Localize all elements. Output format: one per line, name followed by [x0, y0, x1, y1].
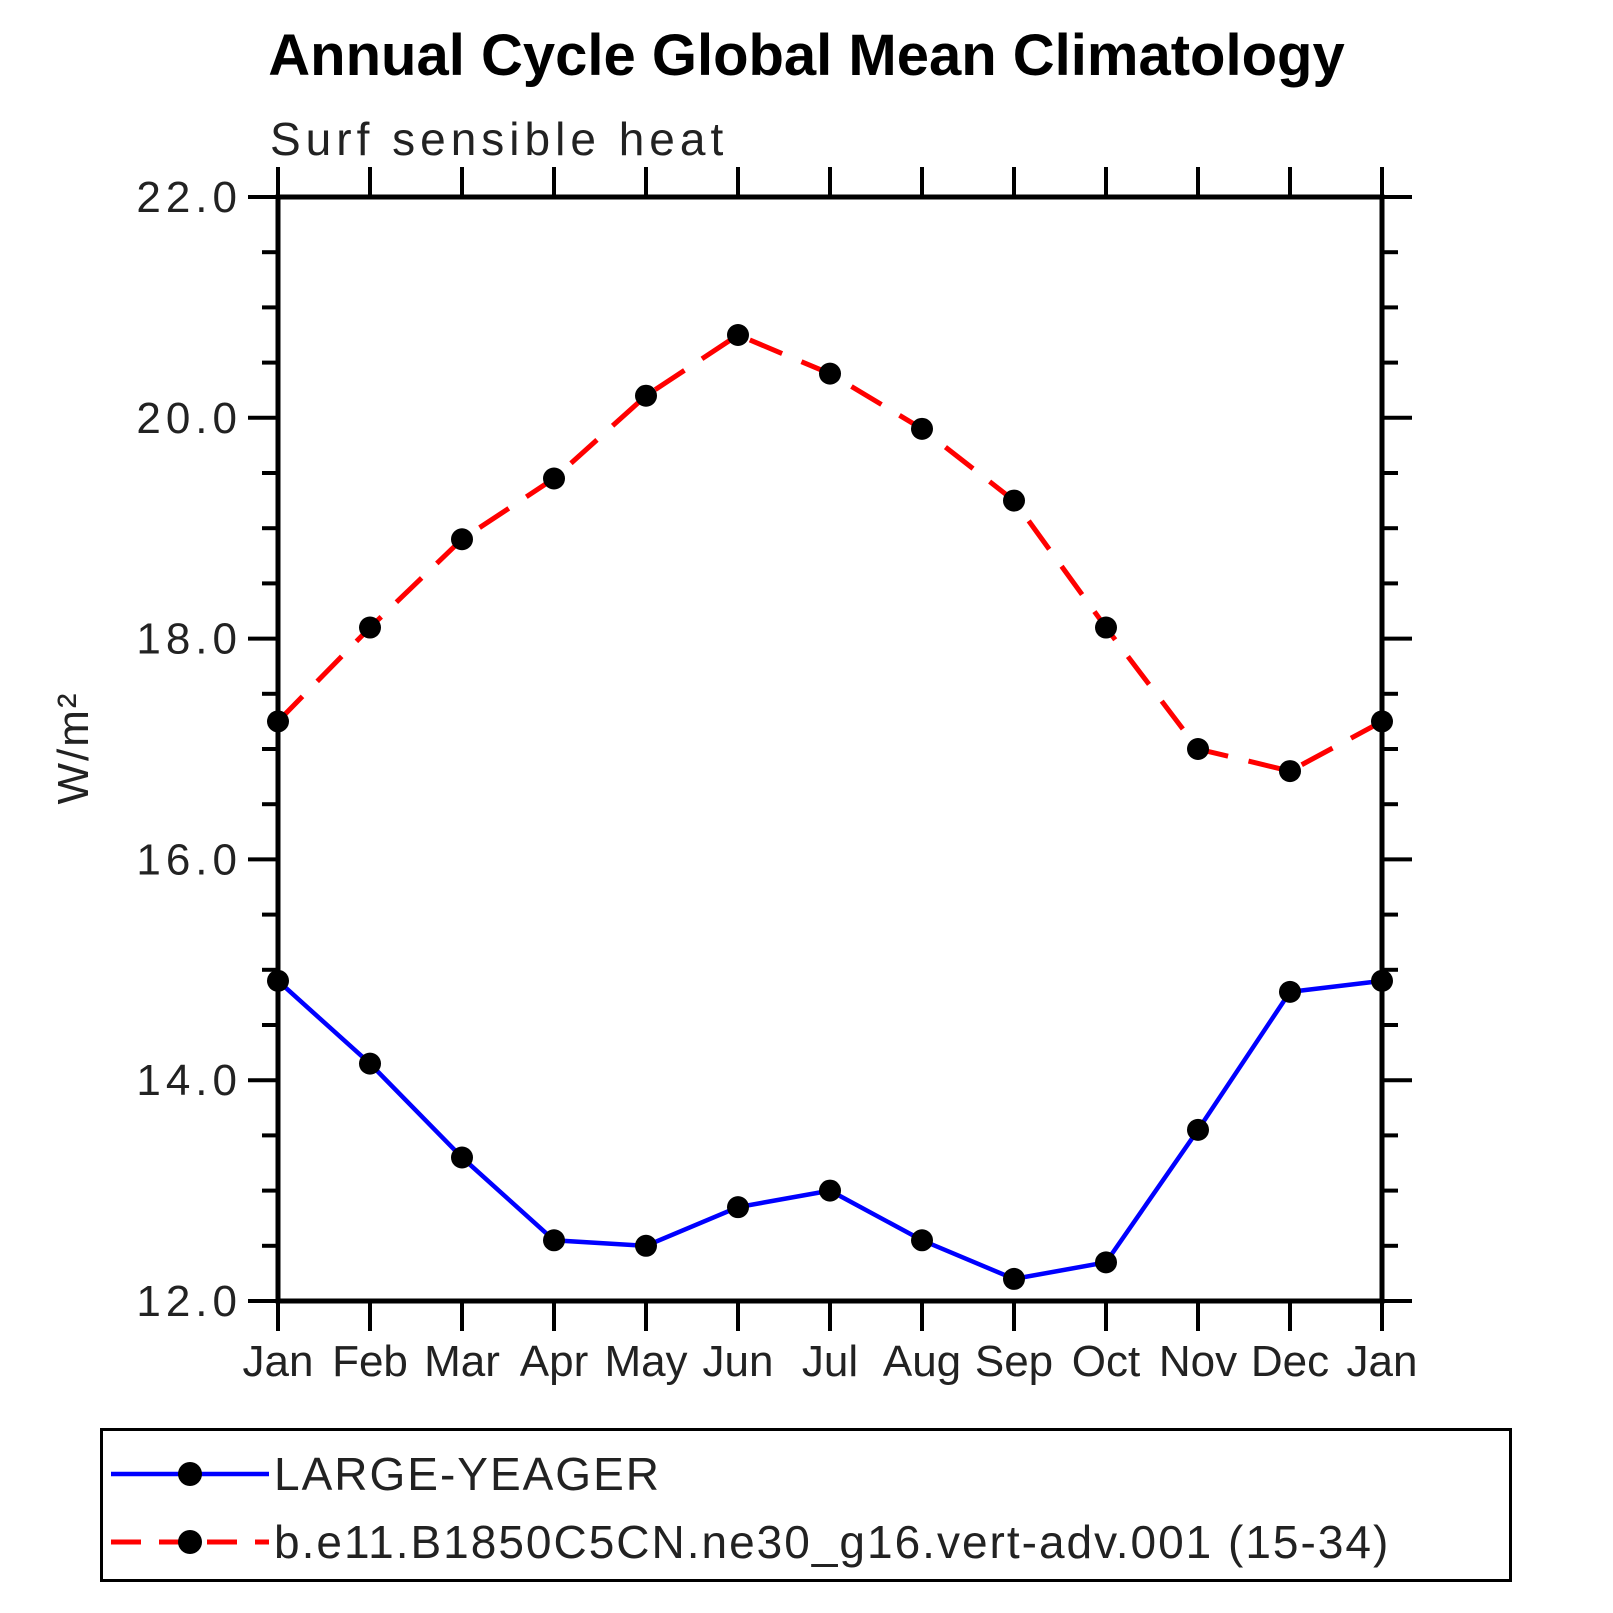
x-axis-tick-label: Jun [703, 1337, 774, 1386]
data-point-marker-large-yeager [359, 1052, 381, 1075]
data-point-marker-b-e11-b1850c5cn-model [1003, 489, 1025, 512]
x-axis-tick-label: Feb [332, 1337, 408, 1386]
legend-label-b-e11-b1850c5cn-model: b.e11.B1850C5CN.ne30_g16.vert-adv.001 (1… [274, 1516, 1391, 1568]
legend-entry-large-yeager: LARGE-YEAGER [109, 1447, 661, 1501]
data-point-marker-large-yeager [635, 1234, 657, 1257]
y-axis-tick-label: 12.0 [136, 1277, 242, 1326]
data-point-marker-large-yeager [267, 969, 289, 992]
x-axis-tick-label: Dec [1251, 1337, 1329, 1386]
data-point-marker-large-yeager [1095, 1251, 1117, 1274]
x-axis-tick-label: Nov [1159, 1337, 1237, 1386]
data-point-marker-large-yeager [911, 1229, 933, 1252]
data-point-marker-b-e11-b1850c5cn-model [911, 417, 933, 440]
chart-title: Annual Cycle Global Mean Climatology [268, 23, 1345, 88]
y-axis-tick-label: 20.0 [136, 394, 242, 443]
x-axis-tick-label: Jan [243, 1337, 314, 1386]
data-point-marker-b-e11-b1850c5cn-model [1095, 616, 1117, 639]
x-axis-tick-label: Oct [1072, 1337, 1140, 1386]
x-axis-tick-label: Apr [520, 1337, 588, 1386]
series-line-b-e11-b1850c5cn-model [276, 332, 1384, 774]
x-axis-tick-label: Mar [424, 1337, 500, 1386]
data-point-marker-b-e11-b1850c5cn-model [543, 467, 565, 490]
data-point-marker-b-e11-b1850c5cn-model [1371, 710, 1393, 733]
legend-marker-icon [178, 1462, 202, 1486]
x-axis-tick-label: Jan [1347, 1337, 1418, 1386]
plot-frame [275, 194, 1385, 1304]
data-point-marker-large-yeager [451, 1146, 473, 1169]
y-axis-tick-label: 22.0 [136, 173, 242, 222]
data-point-marker-b-e11-b1850c5cn-model [359, 616, 381, 639]
data-point-marker-large-yeager [1003, 1267, 1025, 1290]
series-line-large-yeager [276, 978, 1383, 1282]
data-point-marker-large-yeager [819, 1179, 841, 1202]
x-axis-tick-label: Jul [802, 1337, 858, 1386]
data-point-marker-b-e11-b1850c5cn-model [1279, 760, 1301, 783]
legend-marker-icon [178, 1530, 202, 1554]
x-axis-tick-label: Sep [975, 1337, 1053, 1386]
y-axis-tick-label: 16.0 [136, 835, 242, 884]
data-point-marker-b-e11-b1850c5cn-model [727, 324, 749, 346]
data-point-marker-b-e11-b1850c5cn-model [819, 362, 841, 385]
legend-line-sample-large-yeager [111, 1462, 269, 1486]
data-point-marker-large-yeager [1187, 1118, 1209, 1141]
legend-line-sample-b-e11-b1850c5cn-model [111, 1530, 269, 1554]
x-axis-tick-label: Aug [883, 1337, 961, 1386]
data-point-marker-large-yeager [1279, 980, 1301, 1003]
data-point-marker-b-e11-b1850c5cn-model [635, 384, 657, 407]
data-point-marker-large-yeager [1371, 969, 1393, 992]
legend-box: LARGE-YEAGER b.e11.B1850C5CN.ne30_g16.ver… [100, 1428, 1512, 1582]
y-axis-tick-label: 18.0 [136, 615, 242, 664]
x-axis-tick-label: May [604, 1337, 687, 1386]
data-point-marker-large-yeager [543, 1229, 565, 1252]
data-point-marker-b-e11-b1850c5cn-model [267, 710, 289, 733]
legend-entry-b-e11-b1850c5cn-model: b.e11.B1850C5CN.ne30_g16.vert-adv.001 (1… [109, 1515, 1390, 1569]
data-point-marker-b-e11-b1850c5cn-model [451, 528, 473, 551]
y-axis-tick-label: 14.0 [136, 1056, 242, 1105]
data-point-marker-b-e11-b1850c5cn-model [1187, 738, 1209, 760]
chart-subtitle: Surf sensible heat [270, 113, 729, 165]
data-point-marker-large-yeager [727, 1196, 749, 1219]
legend-label-large-yeager: LARGE-YEAGER [274, 1448, 661, 1500]
